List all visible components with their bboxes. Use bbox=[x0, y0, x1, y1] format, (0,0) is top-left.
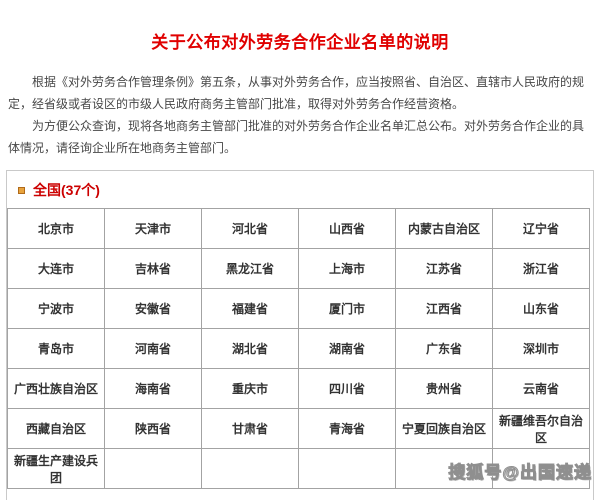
table-cell: 江苏省 bbox=[395, 248, 493, 289]
table-cell: 福建省 bbox=[201, 288, 299, 329]
table-cell: 北京市 bbox=[7, 208, 105, 249]
table-cell: 宁波市 bbox=[7, 288, 105, 329]
table-row: 广西壮族自治区 海南省 重庆市 四川省 贵州省 云南省 bbox=[7, 368, 590, 409]
table-cell: 四川省 bbox=[298, 368, 396, 409]
provinces-table-body: 北京市 天津市 河北省 山西省 内蒙古自治区 辽宁省 大连市 吉林省 黑龙江省 上海市 江苏省 浙江省… bbox=[7, 208, 590, 489]
section-heading: 全国(37个) bbox=[33, 182, 100, 198]
table-cell: 安徽省 bbox=[104, 288, 202, 329]
table-cell: 山东省 bbox=[492, 288, 590, 329]
table-cell: 湖北省 bbox=[201, 328, 299, 369]
table-cell: 广东省 bbox=[395, 328, 493, 369]
table-cell: 陕西省 bbox=[104, 408, 202, 449]
table-cell: 新疆维吾尔自治区 bbox=[492, 408, 590, 449]
intro-section: 根据《对外劳务合作管理条例》第五条，从事对外劳务合作，应当按照省、自治区、直辖市… bbox=[8, 71, 592, 159]
table-cell: 上海市 bbox=[298, 248, 396, 289]
table-cell: 浙江省 bbox=[492, 248, 590, 289]
table-cell: 新疆生产建设兵团 bbox=[7, 448, 105, 489]
intro-paragraph: 根据《对外劳务合作管理条例》第五条，从事对外劳务合作，应当按照省、自治区、直辖市… bbox=[8, 75, 585, 111]
table-cell: 黑龙江省 bbox=[201, 248, 299, 289]
table-cell: 广西壮族自治区 bbox=[7, 368, 105, 409]
table-cell: 重庆市 bbox=[201, 368, 299, 409]
table-cell: 江西省 bbox=[395, 288, 493, 329]
table-cell: 河北省 bbox=[201, 208, 299, 249]
table-cell: 天津市 bbox=[104, 208, 202, 249]
provinces-table: 北京市 天津市 河北省 山西省 内蒙古自治区 辽宁省 大连市 吉林省 黑龙江省 上海市 江苏省 浙江省… bbox=[7, 208, 590, 489]
table-cell: 青海省 bbox=[298, 408, 396, 449]
table-row: 大连市 吉林省 黑龙江省 上海市 江苏省 浙江省 bbox=[7, 248, 590, 289]
table-cell: 贵州省 bbox=[395, 368, 493, 409]
table-cell bbox=[201, 448, 299, 489]
table-row: 西藏自治区 陕西省 甘肃省 青海省 宁夏回族自治区 新疆维吾尔自治区 bbox=[7, 408, 590, 449]
page-title: 关于公布对外劳务合作企业名单的说明 bbox=[151, 33, 449, 52]
table-cell: 河南省 bbox=[104, 328, 202, 369]
table-cell: 青岛市 bbox=[7, 328, 105, 369]
table-cell bbox=[298, 448, 396, 489]
watermark: 搜狐号@出国速递 bbox=[448, 463, 592, 483]
table-row: 北京市 天津市 河北省 山西省 内蒙古自治区 辽宁省 bbox=[7, 208, 590, 249]
table-row: 宁波市 安徽省 福建省 厦门市 江西省 山东省 bbox=[7, 288, 590, 329]
table-cell: 辽宁省 bbox=[492, 208, 590, 249]
table-cell: 海南省 bbox=[104, 368, 202, 409]
table-cell: 湖南省 bbox=[298, 328, 396, 369]
table-cell: 大连市 bbox=[7, 248, 105, 289]
section-heading-row: 全国(37个) bbox=[7, 171, 593, 208]
table-cell: 深圳市 bbox=[492, 328, 590, 369]
table-cell: 厦门市 bbox=[298, 288, 396, 329]
national-section-box: 全国(37个) 北京市 天津市 河北省 山西省 内蒙古自治区 辽宁省 大连市 吉林省 黑龙江省上… bbox=[6, 170, 594, 500]
table-cell: 甘肃省 bbox=[201, 408, 299, 449]
table-cell: 内蒙古自治区 bbox=[395, 208, 493, 249]
table-cell: 山西省 bbox=[298, 208, 396, 249]
table-cell: 西藏自治区 bbox=[7, 408, 105, 449]
table-cell: 云南省 bbox=[492, 368, 590, 409]
table-cell bbox=[104, 448, 202, 489]
intro-paragraph: 为方便公众查询，现将各地商务主管部门批准的对外劳务合作企业名单汇总公布。对外劳务… bbox=[8, 119, 585, 155]
table-row: 青岛市 河南省 湖北省 湖南省 广东省 深圳市 bbox=[7, 328, 590, 369]
table-cell: 宁夏回族自治区 bbox=[395, 408, 493, 449]
table-cell: 吉林省 bbox=[104, 248, 202, 289]
square-bullet-icon bbox=[18, 186, 25, 194]
